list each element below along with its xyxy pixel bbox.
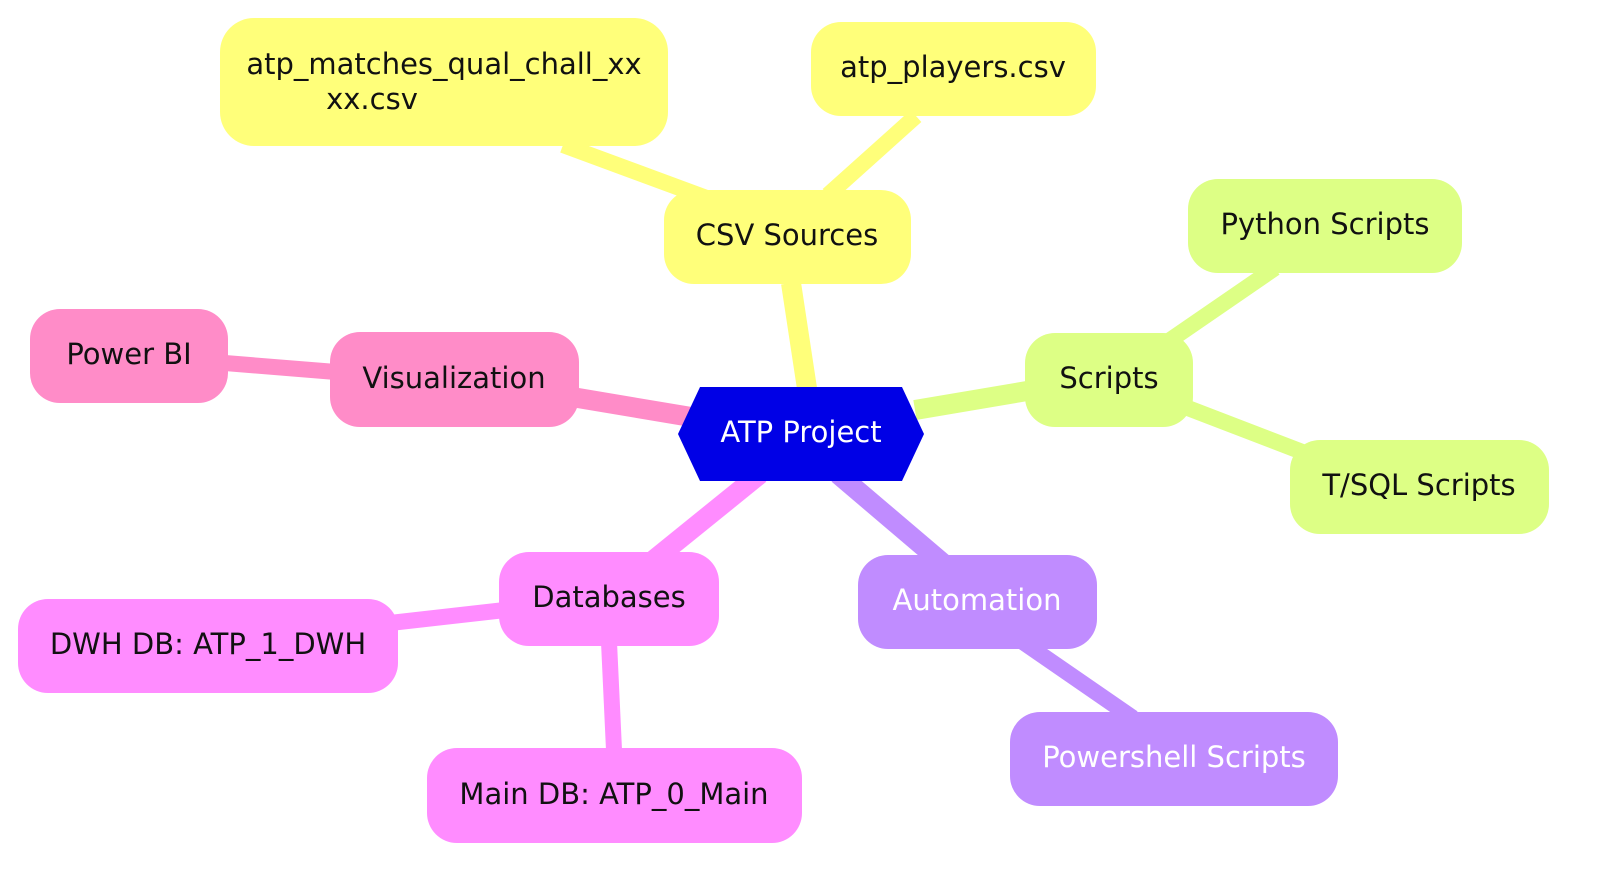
node-automation[interactable]: Automation xyxy=(858,555,1097,649)
node-tsql-scripts[interactable]: T/SQL Scripts xyxy=(1290,440,1549,534)
edge-root-visualization xyxy=(570,387,699,428)
node-powershell-scripts[interactable]: Powershell Scripts xyxy=(1010,712,1338,806)
edge-root-csv xyxy=(781,281,818,397)
root-label: ATP Project xyxy=(720,415,881,449)
node-power-bi[interactable]: Power BI xyxy=(30,309,228,403)
root-hexagon xyxy=(678,387,924,481)
edge-databases-main xyxy=(601,641,622,751)
node-power-bi-box xyxy=(30,309,228,403)
node-tsql-scripts-label: T/SQL Scripts xyxy=(1321,468,1515,502)
node-scripts[interactable]: Scripts xyxy=(1025,333,1193,427)
node-automation-label: Automation xyxy=(893,583,1062,617)
node-csv-sources[interactable]: CSV Sources xyxy=(664,190,911,284)
node-atp-players-csv[interactable]: atp_players.csv xyxy=(811,22,1096,116)
node-dwh-db[interactable]: DWH DB: ATP_1_DWH xyxy=(18,599,398,693)
node-main-db-box xyxy=(427,748,802,843)
node-atp-players-csv-label: atp_players.csv xyxy=(840,50,1066,84)
node-python-scripts-label: Python Scripts xyxy=(1221,207,1430,241)
node-tsql-scripts-box xyxy=(1290,440,1549,534)
node-main-db-label: Main DB: ATP_0_Main xyxy=(459,777,768,811)
node-dwh-db-label: DWH DB: ATP_1_DWH xyxy=(50,627,366,661)
node-powershell-scripts-box xyxy=(1010,712,1338,806)
node-databases-box xyxy=(499,552,719,646)
edge-scripts-python xyxy=(1158,261,1280,352)
node-scripts-label: Scripts xyxy=(1059,361,1158,395)
edge-root-databases xyxy=(643,466,767,571)
node-main-db[interactable]: Main DB: ATP_0_Main xyxy=(427,748,802,843)
node-powershell-scripts-label: Powershell Scripts xyxy=(1042,740,1306,774)
edge-automation-powershell xyxy=(1015,633,1138,725)
edges xyxy=(224,110,1321,751)
node-python-scripts[interactable]: Python Scripts xyxy=(1188,179,1462,273)
node-visualization-box xyxy=(330,332,579,427)
node-dwh-db-box xyxy=(18,599,398,693)
node-atp-players-csv-box xyxy=(811,22,1096,116)
node-visualization-label: Visualization xyxy=(362,361,545,395)
node-atp-matches-csv-label-line1: atp_matches_qual_chall_xx xyxy=(246,47,641,81)
node-power-bi-label: Power BI xyxy=(66,337,191,371)
node-databases[interactable]: Databases xyxy=(499,552,719,646)
edge-scripts-tsql xyxy=(1177,397,1321,466)
edge-databases-dwh xyxy=(389,602,506,631)
node-csv-sources-label: CSV Sources xyxy=(696,218,878,252)
node-atp-matches-csv-label-line2: xx.csv xyxy=(326,82,418,116)
node-python-scripts-box xyxy=(1188,179,1462,273)
node-atp-matches-csv[interactable]: atp_matches_qual_chall_xx xx.csv xyxy=(220,18,668,146)
node-visualization[interactable]: Visualization xyxy=(330,332,579,427)
node-automation-box xyxy=(858,555,1097,649)
node-databases-label: Databases xyxy=(532,580,685,614)
edge-csv-players xyxy=(822,110,922,201)
node-csv-sources-box xyxy=(664,190,911,284)
root-node[interactable]: ATP Project xyxy=(678,387,924,481)
nodes: ATP Project CSV Sources atp_matches_qual… xyxy=(18,18,1549,843)
node-atp-matches-csv-box xyxy=(220,18,668,146)
edge-root-scripts xyxy=(913,380,1035,420)
node-scripts-box xyxy=(1025,333,1193,427)
edge-visualization-powerbi xyxy=(224,355,337,380)
edge-root-automation xyxy=(831,466,952,573)
